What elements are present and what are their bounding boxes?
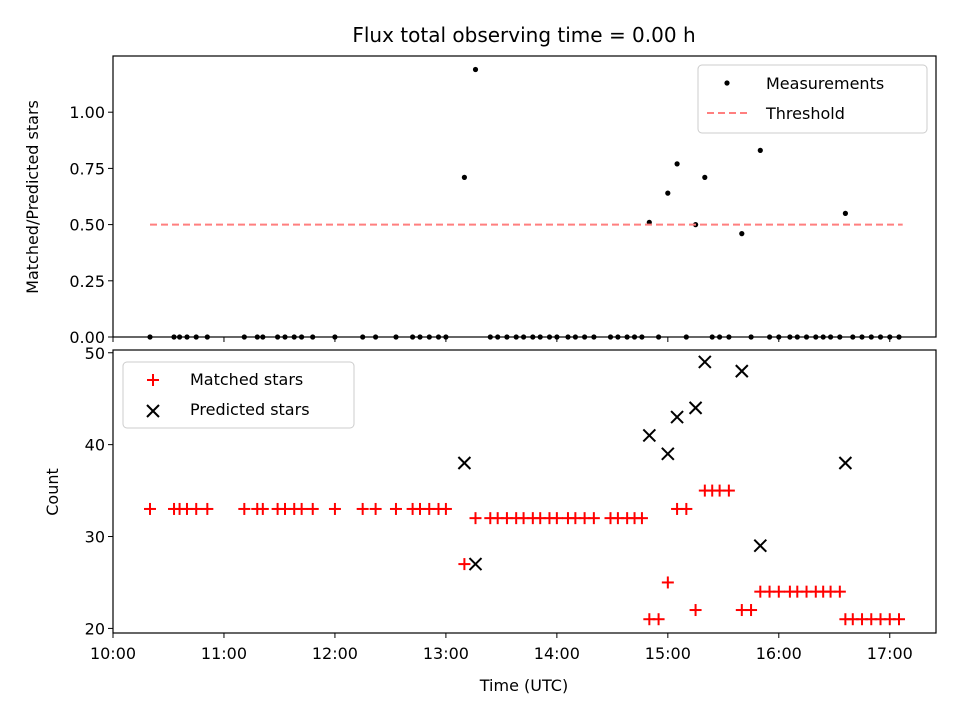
matched-star-point xyxy=(680,502,693,515)
matched-star-point xyxy=(469,512,482,525)
measurement-point xyxy=(665,190,671,196)
matched-star-point xyxy=(201,502,214,515)
bottom-y-tick-label: 30 xyxy=(85,528,105,547)
top-y-tick-label: 0.75 xyxy=(69,159,105,178)
bottom-y-tick-label: 40 xyxy=(85,436,105,455)
bottom-x-tick-label: 12:00 xyxy=(312,644,358,663)
bottom-x-tick-label: 10:00 xyxy=(90,644,136,663)
predicted-star-point xyxy=(735,364,749,378)
bottom-legend: Matched stars Predicted stars xyxy=(122,361,355,429)
bottom-x-ticks: 10:00 11:00 12:00 13:00 14:00 15:00 16:00 17:00 xyxy=(90,633,913,663)
matched-star-point xyxy=(550,512,563,525)
top-legend: Measurements Threshold xyxy=(697,64,928,134)
measurement-point xyxy=(739,231,745,237)
matched-star-point xyxy=(256,502,269,515)
predicted-star-point xyxy=(688,401,703,415)
legend-predicted-stars-label: Predicted stars xyxy=(190,400,310,419)
matched-star-point xyxy=(143,502,156,515)
matched-star-point xyxy=(458,558,471,571)
predicted-star-point xyxy=(838,456,853,470)
measurement-point xyxy=(842,210,849,216)
predicted-star-point xyxy=(642,428,657,443)
predicted-star-point xyxy=(698,355,712,369)
matched-star-point xyxy=(635,512,648,525)
matched-star-point xyxy=(238,502,251,515)
matched-star-point xyxy=(689,604,702,617)
legend-threshold-label: Threshold xyxy=(765,104,845,123)
matched-star-point xyxy=(356,502,369,515)
top-x-ticks xyxy=(112,337,891,342)
top-axes: 0.00 0.25 0.50 0.75 1.00 Matched/Predicted s… xyxy=(23,55,937,347)
measurement-point xyxy=(472,66,479,73)
bottom-x-tick-label: 13:00 xyxy=(423,644,469,663)
predicted-star-point xyxy=(661,447,675,461)
matched-star-point xyxy=(661,576,674,589)
legend-predicted-stars-marker xyxy=(146,404,160,418)
bottom-y-tick-label: 20 xyxy=(85,619,105,638)
bottom-x-tick-label: 15:00 xyxy=(645,644,691,663)
predicted-star-point xyxy=(753,539,768,553)
matched-star-point xyxy=(306,502,319,515)
matched-star-point xyxy=(893,613,906,626)
top-y-tick-label: 0.25 xyxy=(69,272,105,291)
matched-star-point xyxy=(389,502,402,515)
matched-star-point xyxy=(295,502,308,515)
bottom-axes-frame xyxy=(112,349,937,634)
matched-star-point xyxy=(745,604,758,617)
legend-measurements-marker xyxy=(724,80,730,86)
measurement-point xyxy=(702,174,708,180)
predicted-star-point xyxy=(468,557,483,571)
matched-star-point xyxy=(772,585,785,598)
measurement-point xyxy=(674,161,680,167)
legend-matched-stars-label: Matched stars xyxy=(190,370,303,389)
bottom-x-tick-label: 11:00 xyxy=(201,644,247,663)
measurement-point xyxy=(757,147,763,153)
top-axes-frame xyxy=(112,55,937,338)
top-y-axis-label: Matched/Predicted stars xyxy=(23,100,42,294)
bottom-x-axis-label: Time (UTC) xyxy=(479,676,568,695)
top-plot-area xyxy=(147,66,903,340)
bottom-plot-area xyxy=(143,355,906,626)
predicted-star-point xyxy=(670,410,684,424)
legend-matched-stars-marker xyxy=(147,374,159,386)
predicted-star-point xyxy=(457,456,472,470)
bottom-y-ticks: 20 30 40 50 xyxy=(85,344,113,638)
matched-star-point xyxy=(328,502,341,515)
top-y-tick-label: 0.50 xyxy=(69,216,105,235)
top-y-ticks: 0.00 0.25 0.50 0.75 1.00 xyxy=(69,103,113,347)
matched-star-point xyxy=(833,585,846,598)
bottom-legend-box xyxy=(122,361,355,429)
matched-star-point xyxy=(439,502,452,515)
bottom-x-tick-label: 17:00 xyxy=(867,644,913,663)
matched-star-point xyxy=(190,502,203,515)
top-legend-box xyxy=(697,64,928,134)
top-chart-title: Flux total observing time = 0.00 h xyxy=(352,23,695,47)
top-y-tick-label: 1.00 xyxy=(69,103,105,122)
bottom-x-tick-label: 14:00 xyxy=(534,644,580,663)
bottom-y-tick-label: 50 xyxy=(85,344,105,363)
matched-star-point xyxy=(369,502,382,515)
matched-star-point xyxy=(722,484,735,497)
top-y-tick-label: 0.00 xyxy=(69,328,105,347)
bottom-y-axis-label: Count xyxy=(43,468,62,516)
bottom-x-tick-label: 16:00 xyxy=(756,644,802,663)
measurement-point xyxy=(461,174,467,180)
matched-star-point xyxy=(652,613,665,626)
legend-measurements-label: Measurements xyxy=(766,74,884,93)
matched-star-point xyxy=(587,512,600,525)
